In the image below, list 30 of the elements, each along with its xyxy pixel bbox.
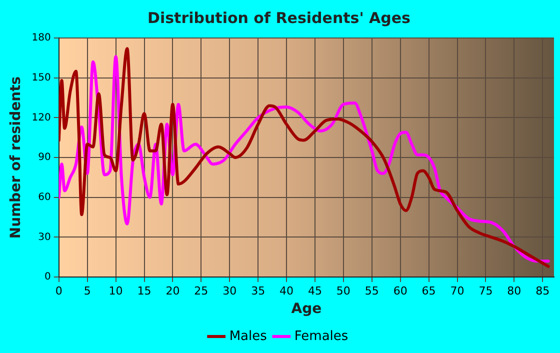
chart-title: Distribution of Residents' Ages (148, 8, 411, 27)
x-tick-label: 40 (280, 284, 294, 298)
x-tick-label: 10 (108, 284, 123, 298)
y-tick-label: 90 (38, 152, 51, 164)
x-tick-label: 20 (166, 284, 180, 298)
y-axis-title: Number of residents (8, 76, 24, 239)
y-tick-label: 30 (38, 232, 51, 243)
x-tick-label: 60 (393, 284, 408, 298)
x-tick-label: 0 (55, 284, 62, 298)
x-tick-label: 25 (194, 284, 208, 298)
legend-label: Males (229, 328, 268, 344)
x-tick-label: 80 (507, 284, 522, 298)
x-tick-label: 85 (536, 284, 550, 298)
x-tick-label: 70 (450, 284, 464, 298)
y-tick-label: 180 (32, 32, 51, 44)
y-tick-label: 120 (32, 112, 51, 124)
x-tick-label: 5 (84, 284, 91, 298)
x-tick-label: 45 (308, 284, 322, 298)
x-tick-label: 65 (422, 284, 436, 298)
x-tick-label: 15 (137, 284, 152, 298)
x-tick-label: 30 (222, 284, 237, 298)
y-tick-label: 60 (38, 192, 51, 203)
y-tick-label: 0 (44, 272, 51, 283)
legend-label: Females (294, 328, 348, 344)
x-tick-label: 55 (364, 284, 379, 298)
x-tick-label: 50 (336, 284, 350, 298)
y-tick-label: 150 (32, 72, 51, 84)
x-tick-label: 75 (478, 284, 493, 298)
x-tick-label: 35 (251, 284, 266, 298)
x-axis-title: Age (291, 301, 322, 318)
